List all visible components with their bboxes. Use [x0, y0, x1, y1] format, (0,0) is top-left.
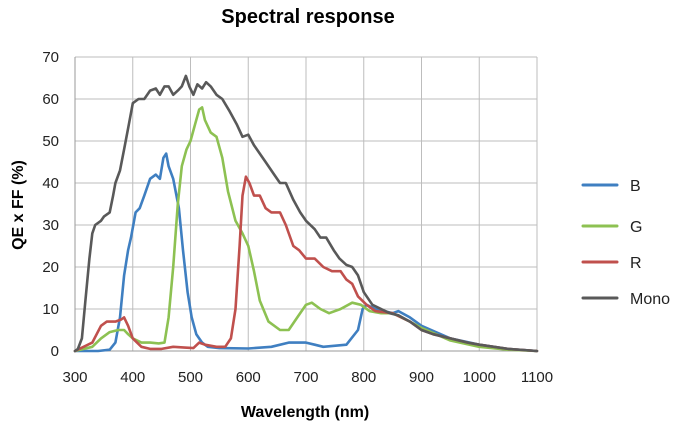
y-tick-labels: 0 10 20 30 40 50 60 70 [42, 49, 59, 360]
axes [74, 57, 537, 352]
x-tick-label: 900 [409, 369, 434, 386]
legend: B G R Mono [581, 178, 670, 308]
y-tick-label: 70 [42, 49, 59, 66]
x-tick-label: 1000 [463, 369, 496, 386]
y-tick-label: 30 [42, 217, 59, 234]
legend-label-b: B [630, 178, 641, 195]
x-tick-label: 400 [120, 369, 145, 386]
y-tick-label: 50 [42, 133, 59, 150]
x-tick-label: 700 [293, 369, 318, 386]
x-tick-label: 800 [351, 369, 376, 386]
x-tick-label: 600 [236, 369, 261, 386]
legend-label-r: R [630, 255, 642, 272]
legend-label-mono: Mono [630, 291, 670, 308]
series-lines [73, 74, 539, 353]
y-tick-label: 60 [42, 91, 59, 108]
x-tick-labels: 300 400 500 600 700 800 900 1000 1100 [62, 369, 553, 386]
x-tick-label: 300 [62, 369, 87, 386]
x-axis-title: Wavelength (nm) [241, 404, 369, 421]
y-tick-label: 10 [42, 301, 59, 318]
gridlines [74, 56, 538, 352]
series-line-r [73, 175, 539, 353]
y-tick-label: 0 [51, 343, 59, 360]
chart-title: Spectral response [221, 6, 394, 28]
x-tick-label: 1100 [521, 369, 553, 386]
x-tick-label: 500 [178, 369, 203, 386]
y-axis-title: QE x FF (%) [10, 160, 27, 250]
series-line-mono [73, 74, 539, 353]
series-line-g [73, 106, 539, 353]
y-tick-label: 40 [42, 175, 59, 192]
y-tick-label: 20 [42, 259, 59, 276]
legend-label-g: G [630, 219, 642, 236]
